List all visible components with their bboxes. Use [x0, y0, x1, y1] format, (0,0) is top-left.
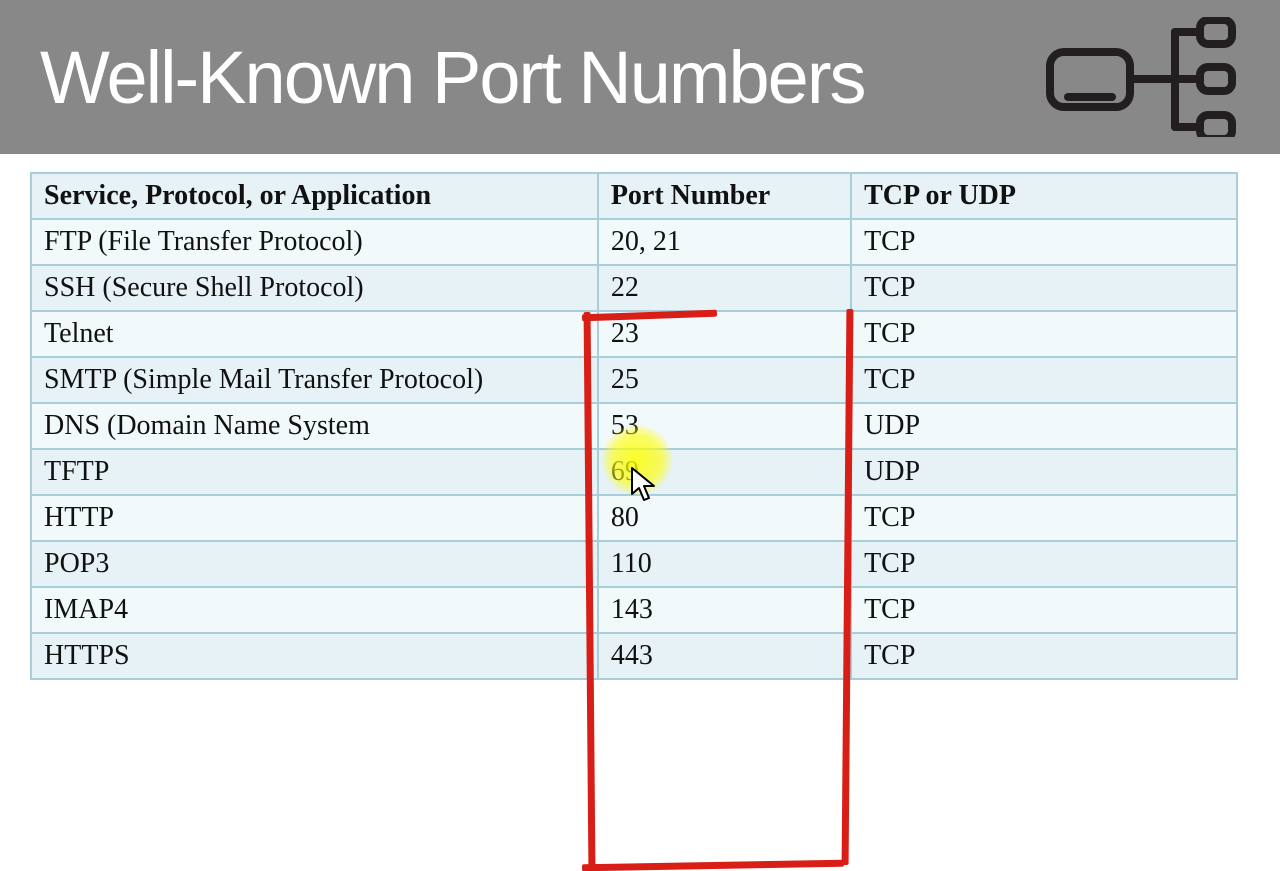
cell-proto: TCP: [851, 265, 1237, 311]
col-header-service: Service, Protocol, or Application: [31, 173, 598, 219]
port-table-container: Service, Protocol, or Application Port N…: [30, 172, 1238, 680]
cell-port: 53: [598, 403, 851, 449]
table-row: SSH (Secure Shell Protocol)22TCP: [31, 265, 1237, 311]
cell-port: 69: [598, 449, 851, 495]
cell-service: DNS (Domain Name System: [31, 403, 598, 449]
cell-proto: TCP: [851, 541, 1237, 587]
table-row: DNS (Domain Name System53UDP: [31, 403, 1237, 449]
cell-port: 80: [598, 495, 851, 541]
cell-service: FTP (File Transfer Protocol): [31, 219, 598, 265]
cell-service: SMTP (Simple Mail Transfer Protocol): [31, 357, 598, 403]
cell-port: 443: [598, 633, 851, 679]
table-row: FTP (File Transfer Protocol)20, 21TCP: [31, 219, 1237, 265]
cell-port: 22: [598, 265, 851, 311]
cell-service: IMAP4: [31, 587, 598, 633]
cell-proto: TCP: [851, 311, 1237, 357]
table-row: POP3110TCP: [31, 541, 1237, 587]
table-row: IMAP4143TCP: [31, 587, 1237, 633]
cell-service: POP3: [31, 541, 598, 587]
cell-port: 143: [598, 587, 851, 633]
cell-proto: UDP: [851, 449, 1237, 495]
cell-proto: TCP: [851, 219, 1237, 265]
table-row: Telnet23TCP: [31, 311, 1237, 357]
table-row: HTTPS443TCP: [31, 633, 1237, 679]
cell-port: 25: [598, 357, 851, 403]
table-row: TFTP69UDP: [31, 449, 1237, 495]
network-logo-icon: [1040, 17, 1240, 137]
page-title: Well-Known Port Numbers: [40, 35, 864, 120]
cell-proto: TCP: [851, 357, 1237, 403]
cell-port: 23: [598, 311, 851, 357]
col-header-port: Port Number: [598, 173, 851, 219]
cell-service: HTTP: [31, 495, 598, 541]
port-table: Service, Protocol, or Application Port N…: [30, 172, 1238, 680]
header-bar: Well-Known Port Numbers: [0, 0, 1280, 154]
cell-proto: TCP: [851, 633, 1237, 679]
cell-proto: UDP: [851, 403, 1237, 449]
table-header-row: Service, Protocol, or Application Port N…: [31, 173, 1237, 219]
cell-service: Telnet: [31, 311, 598, 357]
table-row: HTTP80TCP: [31, 495, 1237, 541]
cell-service: SSH (Secure Shell Protocol): [31, 265, 598, 311]
cell-service: TFTP: [31, 449, 598, 495]
cell-port: 110: [598, 541, 851, 587]
col-header-proto: TCP or UDP: [851, 173, 1237, 219]
cell-port: 20, 21: [598, 219, 851, 265]
cell-service: HTTPS: [31, 633, 598, 679]
cell-proto: TCP: [851, 587, 1237, 633]
cell-proto: TCP: [851, 495, 1237, 541]
port-table-body: FTP (File Transfer Protocol)20, 21TCPSSH…: [31, 219, 1237, 679]
table-row: SMTP (Simple Mail Transfer Protocol)25TC…: [31, 357, 1237, 403]
